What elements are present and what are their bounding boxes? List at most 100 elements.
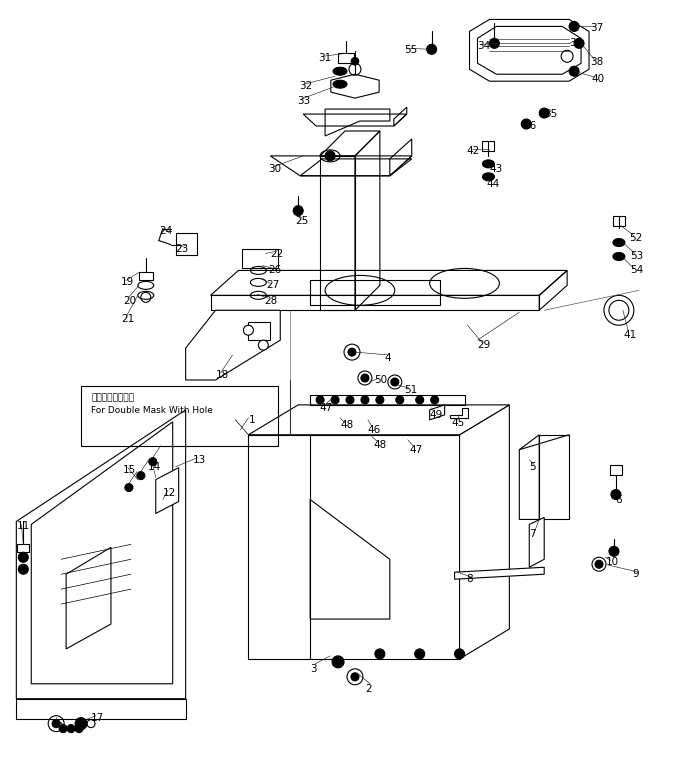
Text: 40: 40 (591, 74, 604, 84)
Circle shape (243, 326, 254, 335)
Text: 47: 47 (410, 444, 423, 455)
Text: 37: 37 (590, 23, 603, 33)
Polygon shape (455, 567, 544, 579)
Text: 13: 13 (193, 455, 206, 465)
Circle shape (604, 295, 634, 326)
Text: 23: 23 (176, 244, 189, 254)
Text: 2: 2 (365, 684, 372, 693)
Text: 6: 6 (615, 494, 621, 504)
Bar (610, 465, 622, 475)
Circle shape (59, 724, 67, 733)
Circle shape (351, 58, 359, 65)
Text: 21: 21 (121, 314, 134, 324)
Polygon shape (16, 410, 186, 699)
Text: 穴付二層マスク用: 穴付二層マスク用 (91, 393, 134, 402)
Circle shape (18, 564, 28, 575)
Text: 45: 45 (452, 418, 465, 428)
Text: 42: 42 (466, 146, 480, 156)
Polygon shape (176, 232, 197, 256)
Text: 36: 36 (523, 121, 537, 131)
Circle shape (539, 108, 549, 118)
Circle shape (149, 458, 157, 466)
Circle shape (67, 724, 75, 733)
Text: 18: 18 (215, 370, 229, 380)
Bar (338, 53, 354, 64)
Circle shape (415, 649, 425, 659)
Text: 15: 15 (123, 465, 136, 475)
Polygon shape (459, 405, 509, 659)
Text: 9: 9 (633, 569, 639, 579)
Text: 33: 33 (297, 96, 311, 106)
Text: 38: 38 (590, 58, 603, 67)
Text: 7: 7 (530, 529, 536, 540)
Text: 48: 48 (374, 440, 387, 450)
Text: 39: 39 (569, 39, 582, 48)
Bar (81, 386, 278, 446)
Ellipse shape (613, 238, 625, 247)
Polygon shape (248, 405, 509, 435)
Text: 8: 8 (466, 575, 473, 584)
Text: 54: 54 (630, 266, 643, 276)
Polygon shape (248, 322, 270, 340)
Circle shape (489, 39, 500, 48)
Circle shape (521, 119, 531, 129)
Ellipse shape (333, 67, 347, 75)
Circle shape (396, 396, 404, 404)
Ellipse shape (482, 173, 494, 181)
Circle shape (416, 396, 424, 404)
Polygon shape (325, 109, 390, 136)
Text: 30: 30 (268, 164, 281, 174)
Text: 52: 52 (629, 232, 642, 242)
Circle shape (427, 45, 436, 55)
Circle shape (595, 560, 603, 569)
Circle shape (52, 720, 60, 727)
Circle shape (609, 547, 619, 556)
Text: 28: 28 (264, 296, 277, 307)
Text: 43: 43 (489, 164, 502, 174)
Circle shape (75, 718, 87, 730)
Circle shape (75, 724, 83, 733)
Circle shape (376, 396, 384, 404)
Ellipse shape (613, 253, 625, 260)
Text: 25: 25 (295, 216, 309, 226)
Text: 11: 11 (16, 522, 30, 531)
Text: 14: 14 (148, 462, 161, 472)
Text: 53: 53 (630, 251, 643, 260)
Circle shape (348, 348, 356, 356)
Polygon shape (66, 547, 111, 649)
Circle shape (293, 206, 303, 216)
Ellipse shape (482, 160, 494, 168)
Text: 4: 4 (385, 353, 391, 363)
Polygon shape (16, 699, 186, 718)
Text: 10: 10 (606, 557, 619, 567)
Text: 16: 16 (51, 718, 65, 729)
Circle shape (574, 39, 584, 48)
Bar (310, 280, 440, 305)
Polygon shape (470, 20, 589, 81)
Circle shape (455, 649, 464, 659)
Circle shape (316, 396, 324, 404)
Text: 5: 5 (530, 462, 536, 472)
Circle shape (351, 673, 359, 681)
Text: 1: 1 (248, 415, 255, 425)
Circle shape (137, 472, 145, 480)
Text: 34: 34 (477, 42, 491, 51)
Polygon shape (530, 518, 544, 567)
Text: 48: 48 (340, 420, 353, 430)
Polygon shape (430, 405, 445, 420)
Circle shape (18, 553, 28, 562)
Circle shape (431, 396, 439, 404)
Text: 27: 27 (266, 280, 279, 291)
Text: 26: 26 (268, 266, 281, 276)
Ellipse shape (333, 80, 347, 88)
Circle shape (331, 396, 339, 404)
Circle shape (375, 649, 385, 659)
Circle shape (332, 656, 344, 668)
Polygon shape (243, 248, 278, 269)
Polygon shape (248, 435, 459, 659)
Text: 44: 44 (486, 179, 500, 188)
Text: 29: 29 (477, 340, 491, 350)
Text: 17: 17 (91, 712, 104, 723)
Circle shape (361, 374, 369, 382)
Circle shape (391, 378, 399, 386)
